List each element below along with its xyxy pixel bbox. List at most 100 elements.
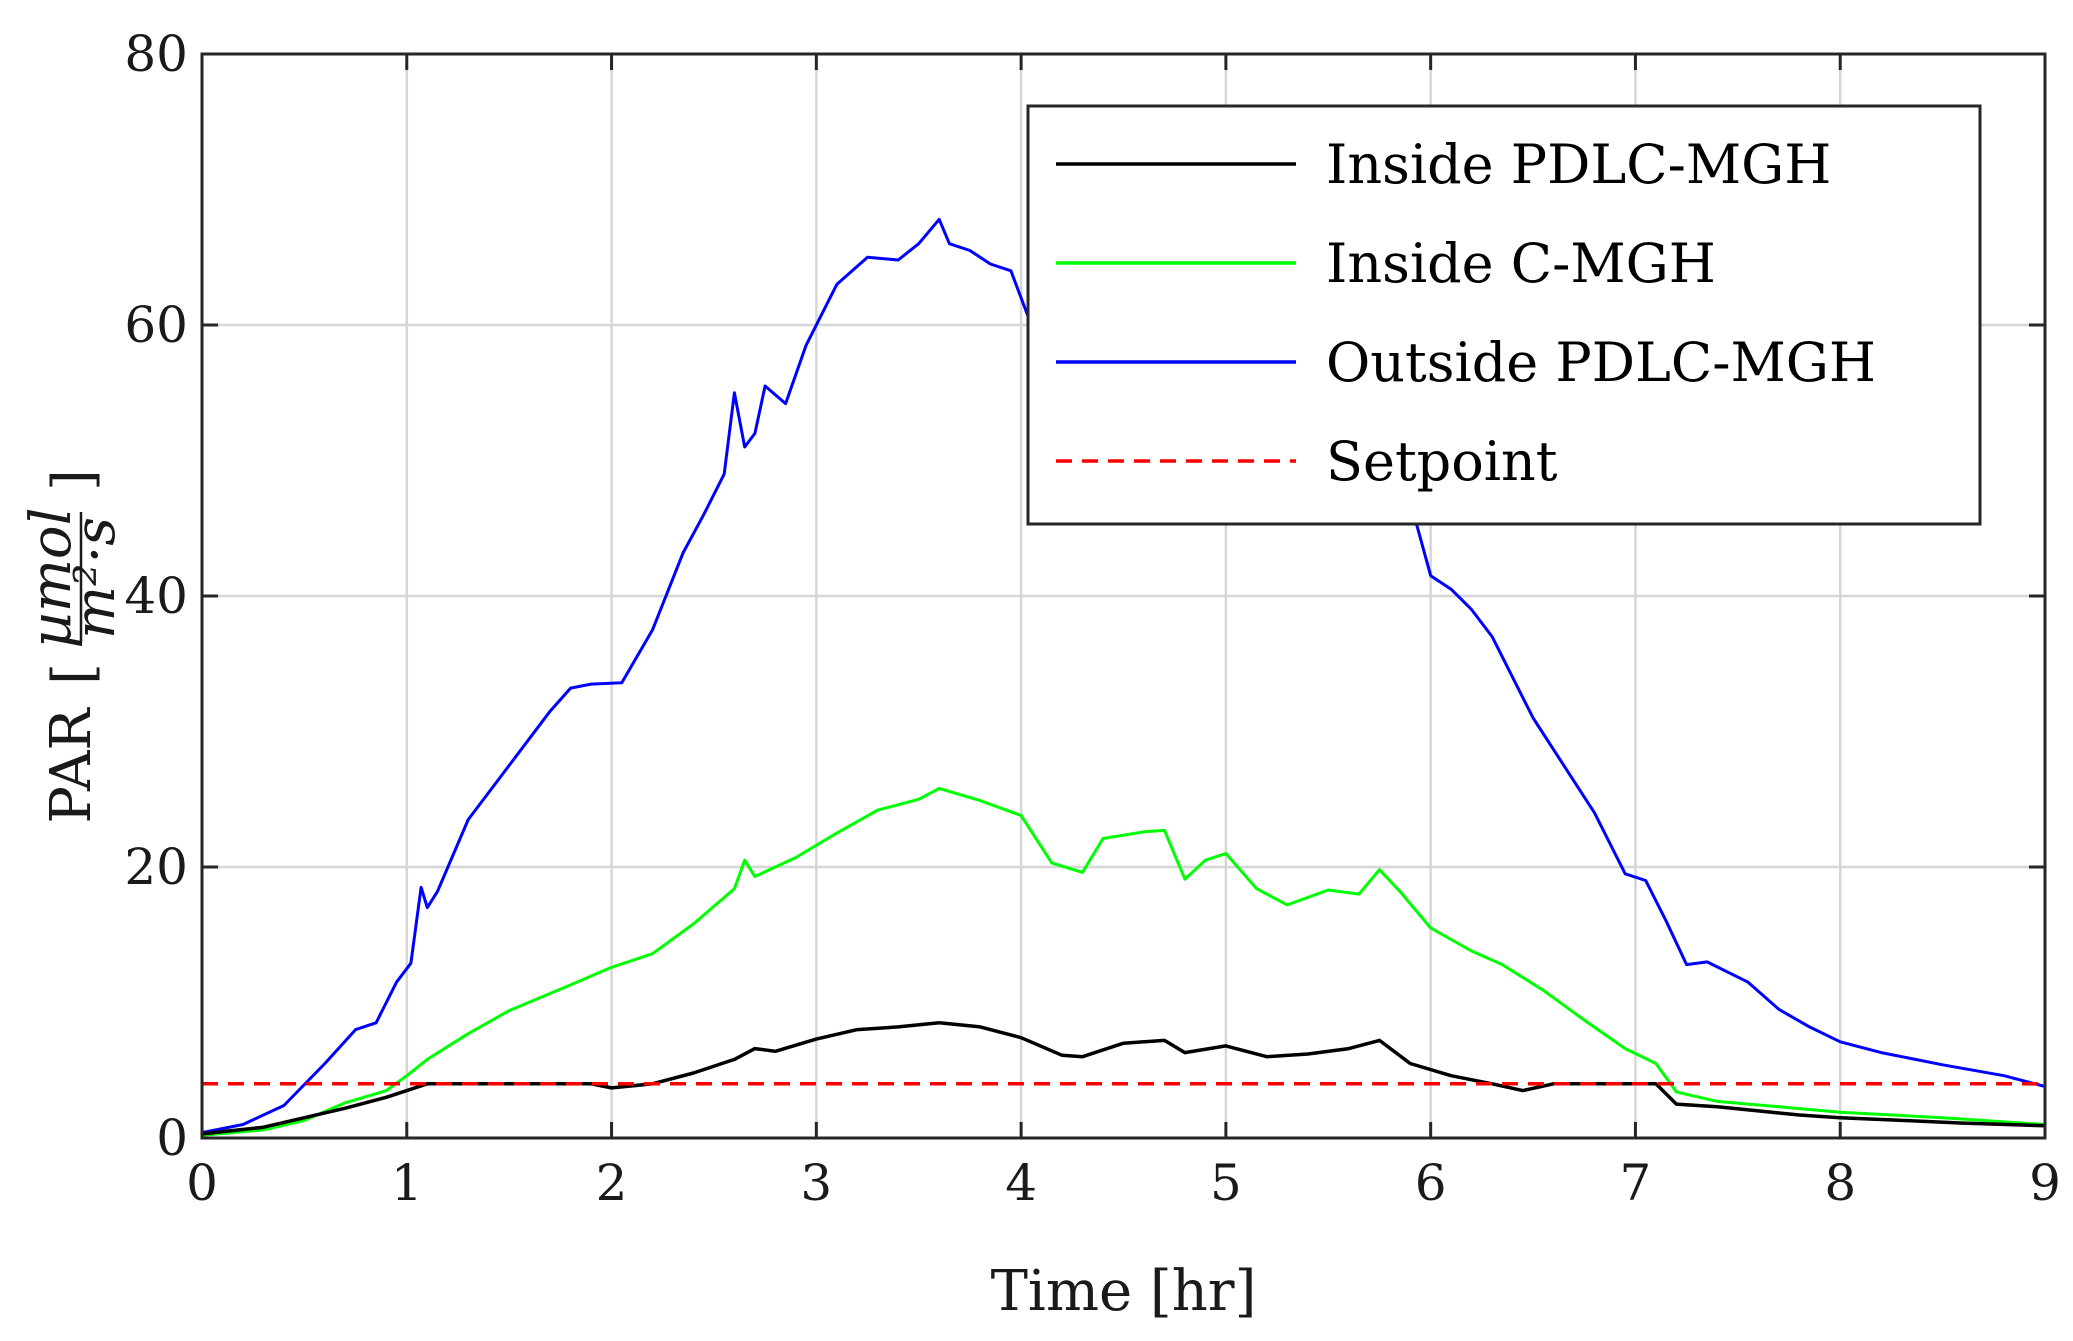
data-point [1542, 989, 1545, 992]
data-point [620, 681, 623, 684]
y-tick-label: 60 [124, 296, 188, 354]
x-tick-label: 3 [800, 1154, 832, 1212]
data-point [1900, 1119, 1903, 1122]
data-point [420, 886, 422, 889]
data-point [262, 1129, 265, 1131]
data-point [426, 1083, 429, 1085]
data-point [354, 1028, 357, 1031]
data-point [723, 473, 725, 475]
data-point [1470, 950, 1473, 952]
data-point [743, 859, 746, 862]
data-point [1808, 1026, 1811, 1028]
data-point [866, 256, 869, 259]
data-point [508, 1083, 510, 1085]
data-point [1307, 1053, 1309, 1055]
data-point [784, 402, 787, 405]
data-point [1644, 879, 1647, 882]
data-point [1327, 889, 1330, 891]
y-tick-label: 80 [124, 25, 188, 83]
data-point [1675, 1103, 1678, 1105]
data-point [569, 984, 572, 986]
x-tick-label: 8 [1824, 1154, 1856, 1212]
data-point [938, 1022, 940, 1024]
data-point [682, 551, 685, 554]
data-point [1583, 1019, 1586, 1021]
data-point [1061, 1054, 1063, 1057]
x-tick-label: 2 [596, 1154, 628, 1212]
data-point [938, 787, 940, 790]
data-point [733, 391, 736, 394]
y-axis-label-main: PAR [39, 707, 104, 824]
data-point [426, 1058, 429, 1061]
plot-area [201, 217, 2046, 1137]
data-point [1255, 887, 1258, 890]
data-point [1010, 270, 1012, 272]
data-point [426, 906, 429, 909]
data-point [303, 1116, 306, 1119]
data-point [979, 799, 981, 802]
y-axis-unit-numerator: µmol [19, 507, 84, 648]
data-point [1757, 1110, 1760, 1112]
data-point [385, 1096, 388, 1099]
data-point [876, 809, 879, 811]
data-point [764, 385, 766, 387]
data-point [1225, 852, 1227, 855]
y-axis-label: PAR [ µmol m²·s ] [19, 469, 128, 824]
legend-label: Outside PDLC-MGH [1326, 331, 1876, 394]
data-point [1798, 1114, 1801, 1116]
data-point [1225, 1045, 1227, 1047]
data-point [754, 875, 756, 878]
data-point [692, 923, 695, 925]
data-point [385, 1089, 388, 1092]
data-point [1562, 764, 1565, 767]
data-point [410, 962, 412, 965]
x-axis-label: Time [hr] [991, 1259, 1257, 1324]
data-point [743, 446, 746, 448]
data-point [1429, 927, 1432, 929]
data-point [1880, 1051, 1882, 1054]
data-point [1051, 862, 1053, 864]
legend: Inside PDLC-MGH Inside C-MGH Outside PDLC-… [1026, 104, 1982, 526]
series-line-inside-pdlc-mgh [201, 1021, 2046, 1136]
data-point [815, 1038, 818, 1040]
x-tick-label: 4 [1005, 1154, 1037, 1212]
data-point [969, 249, 971, 252]
data-point [836, 832, 838, 834]
data-point [795, 856, 797, 859]
data-point [1655, 1062, 1657, 1065]
data-point [836, 283, 838, 286]
data-point [1552, 1083, 1555, 1085]
legend-label: Inside PDLC-MGH [1326, 133, 1831, 196]
data-point [1532, 717, 1534, 719]
data-point [917, 798, 920, 801]
data-point [395, 981, 398, 983]
data-point [375, 1022, 377, 1024]
x-tick-label: 7 [1620, 1154, 1652, 1212]
data-point [1143, 830, 1145, 833]
data-point [610, 966, 613, 969]
data-point [1347, 1047, 1350, 1050]
y-axis-bracket-open: [ [41, 663, 106, 685]
data-point [1941, 1116, 1944, 1119]
data-point [610, 1087, 613, 1089]
data-point [569, 687, 572, 689]
data-point [1184, 878, 1186, 880]
data-point [1685, 963, 1688, 966]
data-point [1020, 1036, 1022, 1039]
data-point [1020, 814, 1022, 817]
data-point [774, 1050, 777, 1053]
data-point [897, 1026, 900, 1028]
data-point [856, 1028, 859, 1031]
x-tick-label: 6 [1415, 1154, 1447, 1212]
data-point [1593, 812, 1596, 814]
data-point [1839, 1111, 1842, 1114]
data-point [1522, 1089, 1524, 1092]
data-point [1081, 1055, 1084, 1058]
data-point [436, 890, 439, 893]
data-point [1429, 574, 1432, 577]
data-point [467, 1032, 470, 1035]
data-point [1450, 588, 1452, 591]
data-point [754, 432, 756, 435]
data-point [1163, 829, 1166, 832]
